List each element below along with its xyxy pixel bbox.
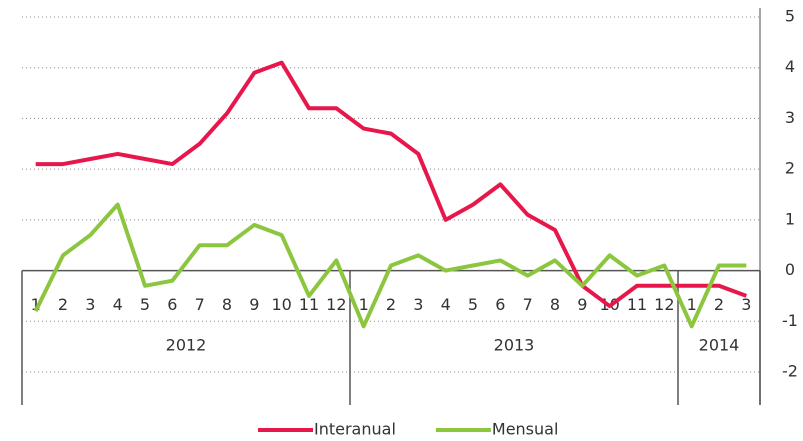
y-tick-label: 2 (785, 159, 795, 178)
x-tick-label: 8 (550, 295, 560, 314)
line-series (33, 202, 747, 329)
x-tick-label: 12 (654, 295, 674, 314)
x-tick-label: 12 (326, 295, 346, 314)
x-tick-label: 10 (271, 295, 291, 314)
x-tick-label: 5 (140, 295, 150, 314)
y-tick-label: 4 (785, 57, 795, 76)
x-tick-label: 7 (195, 295, 205, 314)
group-label: 2014 (699, 336, 740, 355)
x-tick-label: 11 (627, 295, 647, 314)
x-tick-label: 3 (85, 295, 95, 314)
group-label: 2013 (494, 336, 535, 355)
x-tick-label: 6 (167, 295, 177, 314)
x-tick-label: 4 (113, 295, 123, 314)
legend-label: Mensual (492, 420, 559, 439)
y-tick-label: -1 (782, 311, 798, 330)
y-tick-label: 5 (785, 7, 795, 26)
x-tick-label: 5 (468, 295, 478, 314)
x-tick-label: 1 (687, 295, 697, 314)
x-tick-label: 7 (523, 295, 533, 314)
x-tick-label: 3 (741, 295, 751, 314)
x-tick-label: 2 (58, 295, 68, 314)
y-tick-label: 0 (785, 260, 795, 279)
x-tick-label: 11 (299, 295, 319, 314)
group-label-bg (692, 334, 746, 358)
x-tick-label: 8 (222, 295, 232, 314)
x-tick-label: 2 (714, 295, 724, 314)
x-tick-label: 2 (386, 295, 396, 314)
x-tick-label: 3 (413, 295, 423, 314)
y-tick-label: 3 (785, 108, 795, 127)
x-tick-label: 1 (359, 295, 369, 314)
group-label-bg (487, 334, 541, 358)
group-label: 2012 (166, 336, 207, 355)
x-tick-label: 4 (441, 295, 451, 314)
y-tick-label: -2 (782, 362, 798, 381)
line-series (35, 60, 748, 309)
legend-label: Interanual (314, 420, 396, 439)
group-label-bg (159, 334, 213, 358)
x-tick-label: 6 (495, 295, 505, 314)
x-tick-label: 9 (249, 295, 259, 314)
y-tick-label: 1 (785, 209, 795, 228)
x-tick-label: 1 (31, 295, 41, 314)
x-tick-label: 9 (577, 295, 587, 314)
